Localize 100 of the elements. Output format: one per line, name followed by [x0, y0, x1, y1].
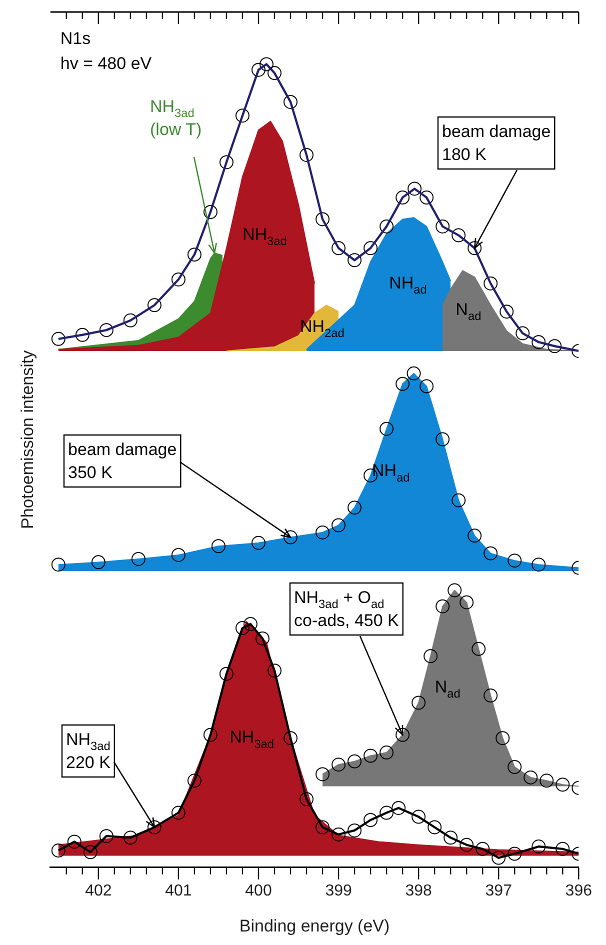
point	[540, 774, 554, 788]
point	[380, 219, 394, 234]
point	[332, 827, 346, 842]
point	[123, 830, 138, 845]
point	[508, 760, 522, 774]
point	[468, 241, 482, 256]
point	[51, 844, 66, 858]
point	[532, 335, 546, 350]
point	[171, 806, 186, 820]
point	[348, 500, 362, 515]
point	[316, 767, 330, 782]
point	[316, 820, 330, 834]
point	[468, 528, 482, 543]
point	[364, 241, 378, 256]
point	[444, 830, 458, 845]
point	[99, 323, 114, 338]
point	[460, 595, 474, 610]
x-axis-title: Binding energy (eV)	[239, 916, 390, 936]
point	[380, 422, 394, 436]
point	[408, 182, 422, 196]
x-tick-label: 402	[85, 882, 112, 900]
point	[524, 770, 538, 784]
point	[252, 536, 266, 550]
point	[147, 298, 162, 312]
point	[203, 728, 218, 742]
point	[284, 530, 298, 544]
point	[392, 800, 406, 815]
point	[412, 810, 426, 824]
annotation: beam damage 350 K	[68, 440, 177, 482]
point	[448, 583, 462, 598]
point	[548, 339, 562, 354]
point	[492, 850, 506, 865]
point	[436, 219, 450, 234]
point	[516, 326, 530, 340]
point	[83, 845, 98, 860]
point	[436, 432, 450, 446]
point	[243, 617, 258, 632]
point	[332, 758, 346, 772]
point	[452, 493, 466, 508]
point	[316, 525, 330, 540]
point	[412, 696, 426, 710]
point	[364, 748, 378, 763]
point	[364, 813, 378, 828]
text: N1s	[60, 29, 91, 48]
point	[187, 774, 202, 788]
point	[252, 62, 266, 77]
point	[260, 57, 274, 72]
point	[300, 792, 314, 806]
point	[171, 272, 186, 286]
point	[51, 332, 66, 346]
point	[332, 518, 346, 532]
point	[67, 834, 82, 849]
x-tick-label: 401	[165, 882, 192, 900]
point	[171, 548, 186, 562]
point	[51, 558, 66, 572]
point	[556, 842, 570, 856]
point	[420, 379, 434, 394]
point	[380, 746, 394, 760]
point	[406, 366, 421, 380]
point	[203, 204, 218, 219]
point	[496, 731, 510, 746]
x-tick-label: 396	[565, 882, 592, 900]
point	[424, 649, 438, 664]
point	[123, 313, 138, 328]
annotation: hv = 480 eV	[60, 54, 152, 73]
point	[452, 228, 466, 242]
point	[472, 642, 486, 656]
point	[187, 248, 202, 262]
point	[300, 148, 314, 162]
point	[500, 304, 514, 319]
x-tick-label: 399	[325, 882, 352, 900]
point	[211, 539, 226, 554]
point	[420, 190, 434, 205]
point	[284, 94, 298, 109]
point	[460, 838, 474, 852]
annotation: beam damage 180 K	[442, 122, 551, 164]
x-tick-label: 397	[485, 882, 512, 900]
y-axis-title: Photoemission intensity	[18, 350, 37, 529]
point	[380, 806, 394, 820]
point	[332, 241, 346, 256]
point	[284, 731, 298, 746]
point	[428, 820, 442, 834]
point	[348, 823, 362, 838]
point	[91, 555, 106, 570]
point	[532, 840, 546, 854]
point	[484, 546, 498, 560]
point	[556, 778, 570, 792]
point	[131, 552, 146, 566]
point	[396, 190, 410, 205]
point	[99, 829, 114, 844]
point	[147, 820, 162, 834]
point	[348, 754, 362, 768]
point	[436, 599, 450, 614]
point	[256, 631, 270, 646]
point	[268, 66, 282, 80]
point	[348, 253, 362, 268]
point	[476, 842, 490, 856]
point	[75, 328, 90, 342]
point	[268, 664, 282, 678]
point	[508, 554, 522, 568]
